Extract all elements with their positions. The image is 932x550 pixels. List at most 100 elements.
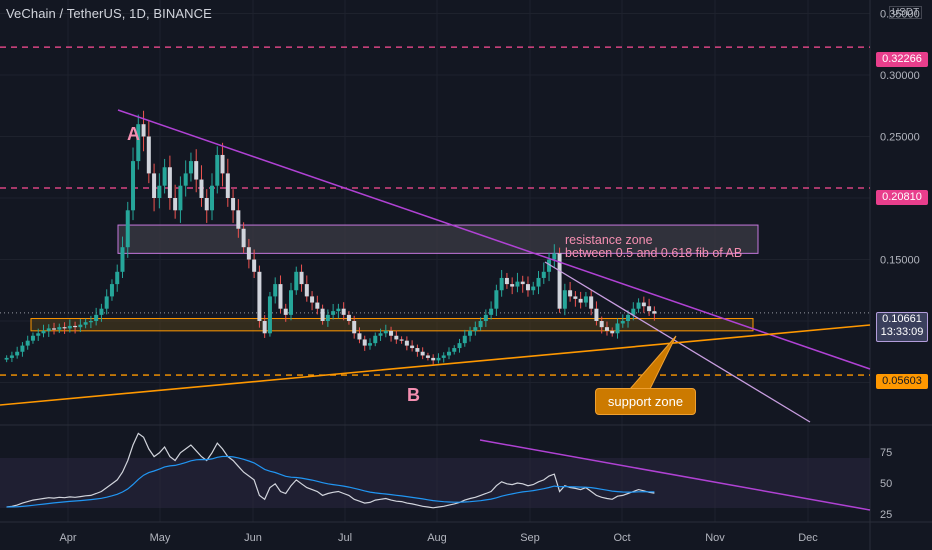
candle-body-66 xyxy=(352,321,357,334)
point-label-b: B xyxy=(407,385,420,405)
candle-body-58 xyxy=(310,296,315,303)
candle-body-2 xyxy=(15,351,20,356)
candle-body-30 xyxy=(162,167,167,186)
candle-body-77 xyxy=(410,345,415,349)
ind-tick-2: 25 xyxy=(880,509,892,521)
candle-body-118 xyxy=(626,314,631,321)
candle-body-23 xyxy=(125,210,130,248)
candle-body-59 xyxy=(315,302,320,309)
candle-body-75 xyxy=(399,339,404,341)
candle-body-106 xyxy=(562,290,567,309)
candle-body-39 xyxy=(210,185,215,211)
candle-body-54 xyxy=(289,290,294,315)
candle-body-51 xyxy=(273,284,278,297)
current-price-value: 0.10661 xyxy=(882,313,922,325)
candle-body-115 xyxy=(610,330,615,334)
indicator-trendline xyxy=(479,439,871,511)
candle-body-107 xyxy=(568,290,573,297)
candle-body-76 xyxy=(404,340,409,346)
indicator-ma-line xyxy=(6,455,655,508)
candle-body-18 xyxy=(99,308,104,315)
candle-body-114 xyxy=(604,327,609,331)
y-tick-2: 0.25000 xyxy=(880,132,920,144)
indicator-lines xyxy=(6,432,655,509)
candle-body-70 xyxy=(373,335,378,344)
indicator-line xyxy=(6,432,655,509)
candle-body-109 xyxy=(578,298,583,303)
candle-body-72 xyxy=(383,330,388,334)
candle-body-29 xyxy=(157,185,162,198)
candle-body-24 xyxy=(131,161,136,211)
candle-body-10 xyxy=(57,327,62,330)
candle-body-110 xyxy=(583,296,588,303)
horizontal-levels xyxy=(0,46,870,376)
candle-body-82 xyxy=(436,357,441,361)
indicator-axis: 75 50 25 xyxy=(880,447,892,521)
candle-body-48 xyxy=(257,271,262,321)
candle-body-85 xyxy=(452,348,457,352)
candle-body-0 xyxy=(4,357,9,360)
candle-body-1 xyxy=(9,355,14,358)
candle-body-49 xyxy=(262,321,267,334)
candle-body-32 xyxy=(173,198,178,211)
candle-body-25 xyxy=(136,124,141,162)
candle-body-120 xyxy=(636,302,641,309)
chart-title: VeChain / TetherUS, 1D, BINANCE xyxy=(6,6,212,21)
resistance-note: resistance zone between 0.5 and 0.618 fi… xyxy=(565,234,742,260)
candle-body-105 xyxy=(557,253,562,309)
candle-body-8 xyxy=(46,328,51,331)
candle-body-99 xyxy=(525,284,530,291)
candle-body-61 xyxy=(325,314,330,321)
candle-body-11 xyxy=(62,327,67,329)
support-zone-rect xyxy=(30,318,754,332)
candle-body-41 xyxy=(220,154,225,174)
time-axis: Apr May Jun Jul Aug Sep Oct Nov Dec xyxy=(59,532,818,544)
candle-body-34 xyxy=(183,173,188,186)
candle-body-91 xyxy=(483,314,488,321)
candle-body-92 xyxy=(489,308,494,315)
candle-body-12 xyxy=(67,325,72,329)
candle-body-57 xyxy=(304,284,309,297)
candle-body-14 xyxy=(78,324,83,328)
current-price-countdown: 13:33:09 xyxy=(880,326,924,338)
candle-body-103 xyxy=(547,259,552,272)
level-tag-0: 0.32266 xyxy=(876,52,928,67)
currency-label: USDT xyxy=(889,6,923,19)
candle-body-55 xyxy=(294,271,299,291)
candle-body-111 xyxy=(589,296,594,309)
x-tick-3: Jul xyxy=(338,532,352,544)
candle-body-4 xyxy=(25,340,30,346)
y-tick-4: 0.15000 xyxy=(880,255,920,267)
current-price-tag: 0.10661 13:33:09 xyxy=(876,312,928,342)
candle-body-17 xyxy=(94,314,99,321)
candle-body-36 xyxy=(194,161,199,180)
candle-body-74 xyxy=(394,335,399,340)
ind-tick-1: 50 xyxy=(880,478,892,490)
candle-body-121 xyxy=(641,302,646,307)
level-tag-1: 0.20810 xyxy=(876,190,928,205)
x-tick-0: Apr xyxy=(59,532,76,544)
candle-body-96 xyxy=(510,284,515,287)
candle-body-108 xyxy=(573,296,578,299)
candle-body-43 xyxy=(231,198,236,211)
candle-body-20 xyxy=(109,284,114,297)
candle-body-88 xyxy=(468,330,473,336)
candle-body-89 xyxy=(473,327,478,331)
candle-body-67 xyxy=(357,333,362,340)
candle-body-68 xyxy=(362,339,367,346)
candle-body-6 xyxy=(36,333,41,336)
candle-body-102 xyxy=(541,271,546,278)
point-label-a: A xyxy=(127,124,140,144)
candle-body-117 xyxy=(620,321,625,324)
candle-body-47 xyxy=(252,259,257,272)
candle-body-65 xyxy=(346,314,351,321)
resistance-note-line1: resistance zone xyxy=(565,233,653,247)
candle-body-56 xyxy=(299,271,304,285)
x-tick-7: Nov xyxy=(705,532,725,544)
candle-body-119 xyxy=(631,308,636,315)
candle-body-97 xyxy=(515,281,520,287)
candle-body-33 xyxy=(178,185,183,211)
candle-body-63 xyxy=(336,308,341,312)
candle-body-84 xyxy=(446,351,451,356)
